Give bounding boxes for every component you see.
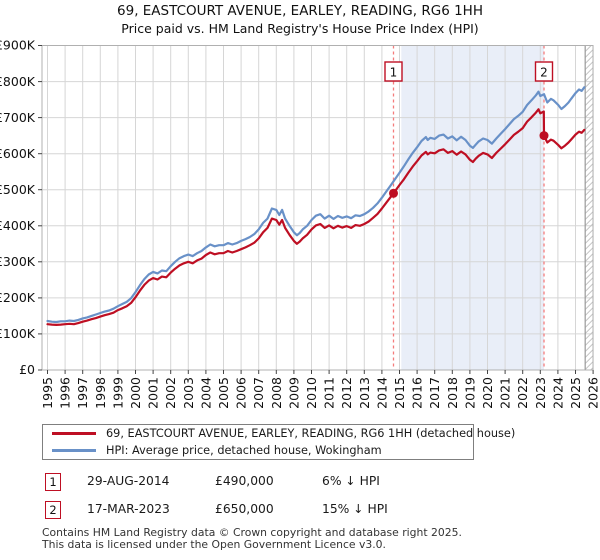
x-axis-tick-label: 2011 (322, 377, 337, 409)
x-axis-tick-label: 2024 (550, 377, 565, 409)
y-axis-tick-label: £100K (0, 326, 36, 341)
x-axis-tick-label: 2010 (304, 377, 319, 409)
footer-license: Contains HM Land Registry data © Crown c… (42, 527, 462, 550)
sale-1-point (389, 188, 398, 198)
y-axis-tick-label: £600K (0, 146, 36, 161)
x-axis-tick-label: 2008 (269, 377, 284, 409)
sale-2-date: 17-MAR-2023 (87, 502, 170, 516)
x-axis-tick-label: 1995 (40, 377, 55, 409)
x-axis-tick-label: 2002 (163, 377, 178, 409)
x-axis-tick-label: 2015 (392, 377, 407, 409)
chart-title: 69, EASTCOURT AVENUE, EARLEY, READING, R… (117, 3, 483, 19)
legend-label-hpi: HPI: Average price, detached house, Woki… (106, 444, 382, 457)
sale-annotation-row-1: 1 29-AUG-2014 £490,000 6% ↓ HPI (0, 473, 600, 491)
sale-1-date: 29-AUG-2014 (87, 474, 170, 488)
sale-2-point (539, 131, 549, 141)
x-axis-tick-label: 1999 (110, 377, 125, 409)
chart-subtitle: Price paid vs. HM Land Registry's House … (121, 21, 479, 36)
y-axis-tick-label: £700K (0, 110, 36, 125)
y-axis-tick-label: £300K (0, 254, 36, 269)
legend-item-hpi: HPI: Average price, detached house, Woki… (52, 444, 473, 458)
sale-1-vs-hpi: 6% ↓ HPI (322, 474, 380, 488)
y-axis-tick-label: £500K (0, 182, 36, 197)
x-axis-tick-label: 2018 (445, 377, 460, 409)
y-axis-tick-label: £0 (19, 362, 35, 377)
sale-1-number-box: 1 (45, 473, 61, 491)
sale-flag-2 (534, 61, 554, 82)
x-axis-tick-label: 1996 (58, 377, 73, 409)
sale-annotation-row-2: 2 17-MAR-2023 £650,000 15% ↓ HPI (0, 501, 600, 519)
footer-line-1: Contains HM Land Registry data © Crown c… (42, 526, 462, 539)
sale-flag-1 (384, 61, 403, 82)
sale-2-price: £650,000 (215, 502, 274, 516)
property-line (46, 108, 586, 326)
x-axis-tick-label: 2021 (498, 377, 513, 409)
chart-legend: 69, EASTCOURT AVENUE, EARLEY, READING, R… (42, 424, 515, 460)
x-axis-tick-label: 2023 (533, 377, 548, 409)
property-line-swatch (52, 432, 96, 435)
x-axis-tick-label: 2009 (286, 377, 301, 409)
footer-line-2: This data is licensed under the Open Gov… (42, 537, 386, 551)
sale-2-number-box: 2 (45, 501, 61, 519)
x-axis-tick-label: 2026 (586, 377, 600, 409)
x-axis-tick-label: 2019 (462, 377, 477, 409)
price-chart-plot: £0 £100K £200K £300K £400K £500K £600K £700K £80… (0, 38, 600, 409)
x-axis-tick-label: 2007 (251, 377, 266, 409)
y-axis-tick-label: £200K (0, 290, 36, 305)
legend-item-property: 69, EASTCOURT AVENUE, EARLEY, READING, R… (52, 427, 515, 441)
sale-1-price: £490,000 (215, 474, 274, 488)
y-axis-tick-label: £800K (0, 74, 36, 89)
x-axis-tick-label: 1998 (93, 377, 108, 409)
x-axis-tick-label: 2017 (427, 377, 442, 409)
y-axis-tick-label: £400K (0, 218, 36, 233)
x-axis-tick-label: 2022 (515, 377, 530, 409)
x-axis-tick-label: 2005 (216, 377, 231, 409)
x-axis-tick-label: 2020 (480, 377, 495, 409)
x-axis-tick-label: 2006 (234, 377, 249, 409)
sale-2-vs-hpi: 15% ↓ HPI (322, 502, 388, 516)
x-axis-tick-label: 2013 (357, 377, 372, 409)
x-axis-tick-label: 2025 (568, 377, 583, 409)
sale-flag-2-label: 2 (540, 66, 548, 80)
x-axis-tick-label: 2001 (146, 377, 161, 409)
hpi-line-swatch (52, 449, 96, 452)
x-axis-tick-label: 2003 (181, 377, 196, 409)
x-axis-tick-label: 2016 (410, 377, 425, 409)
y-axis-tick-label: £900K (0, 38, 36, 53)
x-axis-tick-label: 2000 (128, 377, 143, 409)
future-hatch (585, 45, 593, 370)
between-sales-band (401, 45, 544, 370)
x-axis-tick-label: 2004 (198, 377, 213, 409)
x-axis-tick-label: 2014 (374, 377, 389, 409)
legend-label-property: 69, EASTCOURT AVENUE, EARLEY, READING, R… (106, 427, 516, 440)
x-axis-tick-label: 2012 (339, 377, 354, 409)
plot-border (41, 45, 594, 371)
hpi-line (46, 86, 586, 324)
x-axis-tick-label: 1997 (75, 377, 90, 409)
sale-flag-1-label: 1 (390, 66, 398, 80)
